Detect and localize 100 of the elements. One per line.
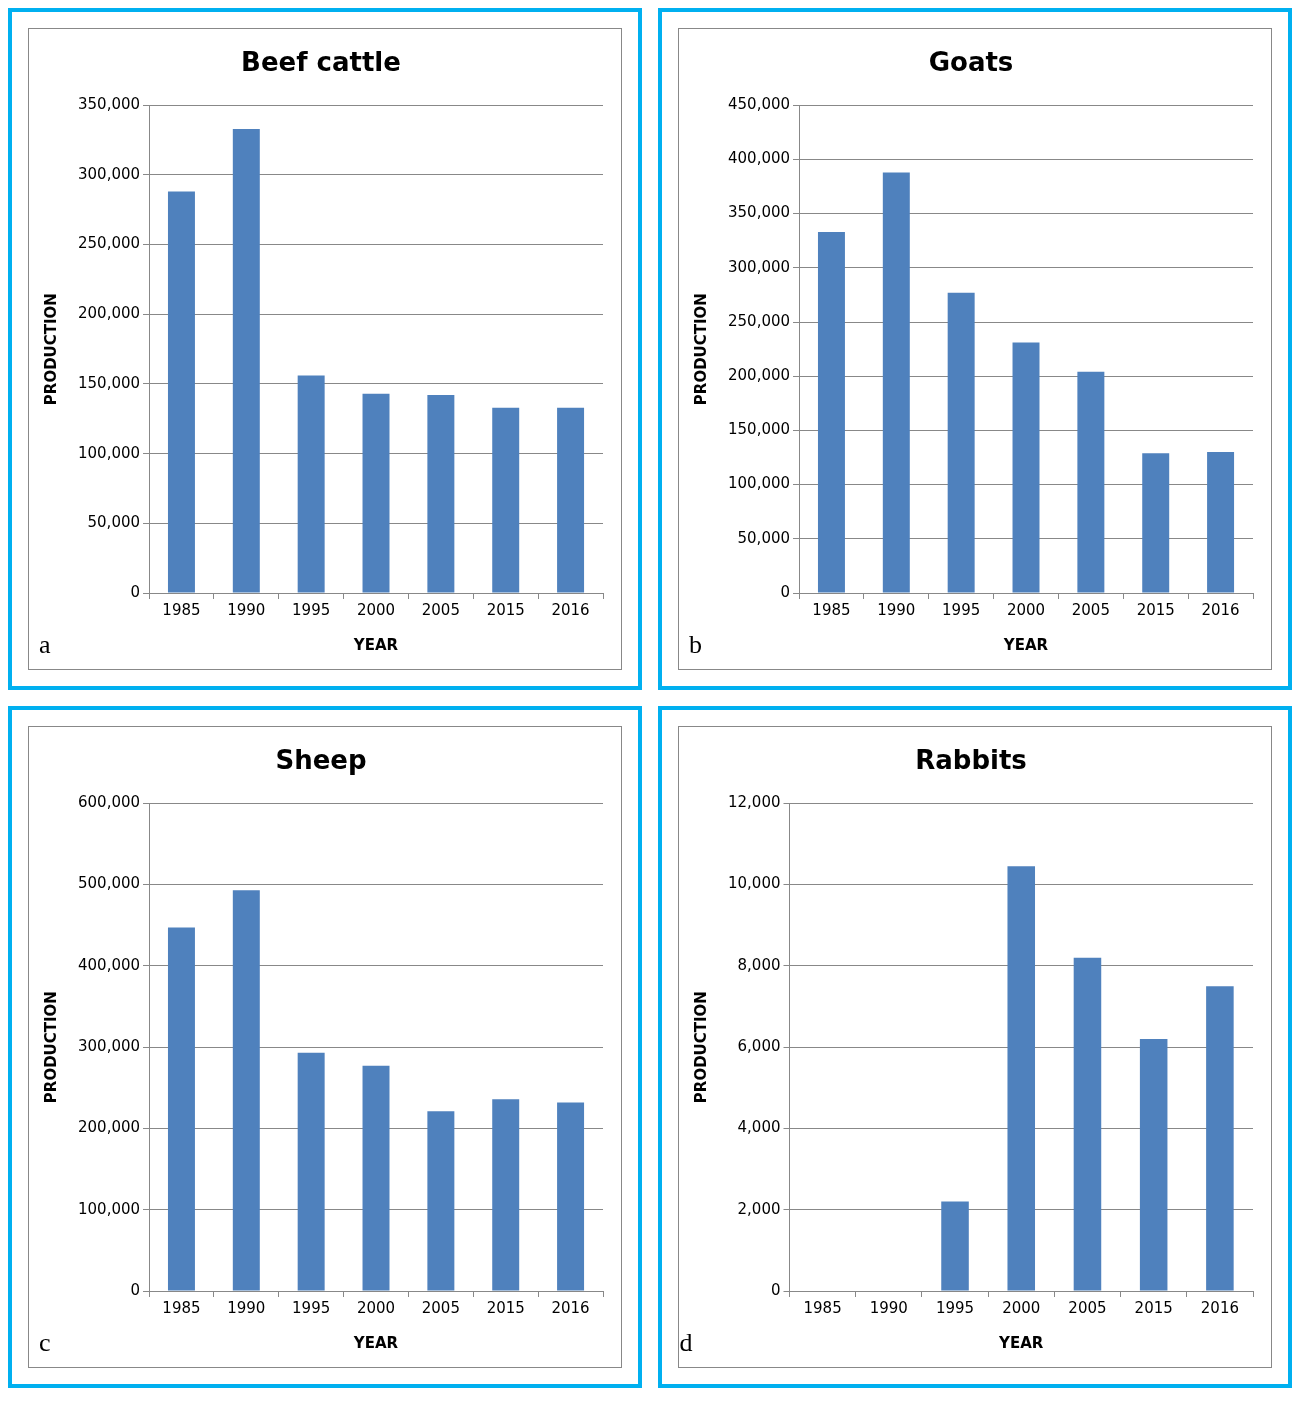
x-axis-title: YEAR [352, 1333, 399, 1352]
x-tick-label: 1995 [292, 1298, 331, 1317]
bar [232, 128, 260, 593]
y-axis-title: PRODUCTION [41, 293, 60, 406]
text: c [39, 1328, 51, 1357]
bar [1206, 986, 1234, 1291]
y-tick-label: 50,000 [87, 513, 141, 532]
bar [492, 407, 520, 593]
y-tick-label: 400,000 [78, 955, 141, 974]
y-axis-title: PRODUCTION [691, 293, 710, 406]
bar [1139, 1038, 1168, 1291]
x-tick-label: 1990 [227, 600, 266, 619]
x-tick-label: 2016 [1201, 600, 1240, 619]
x-tick-label: 1995 [292, 600, 331, 619]
y-tick-label: 200,000 [78, 304, 141, 323]
x-tick-label: 2005 [421, 1298, 460, 1317]
y-tick-label: 50,000 [737, 528, 791, 547]
bar [557, 1102, 585, 1291]
y-tick-label: 12,000 [727, 793, 781, 812]
x-tick-label: 2015 [486, 1298, 525, 1317]
x-tick-label: 2000 [356, 1298, 396, 1317]
x-axis-title: YEAR [998, 1333, 1044, 1352]
y-tick-label: 200,000 [78, 1118, 141, 1137]
x-tick-label: 1995 [942, 600, 981, 619]
x-tick-label: 2000 [1002, 1298, 1041, 1317]
bar [941, 1201, 969, 1291]
x-tick-label: 1990 [877, 600, 916, 619]
y-tick-label: 250,000 [78, 234, 141, 253]
chart-title: Sheep [275, 745, 367, 776]
y-tick-label: 450,000 [728, 95, 791, 114]
y-tick-label: 150,000 [728, 420, 791, 439]
bar [1073, 957, 1102, 1291]
text: d [679, 1328, 693, 1357]
x-tick-label: 2005 [421, 600, 460, 619]
x-tick-label: 1995 [935, 1298, 975, 1317]
x-tick-label: 1985 [803, 1298, 842, 1317]
bar [362, 1065, 390, 1291]
y-tick-label: 100,000 [78, 443, 141, 462]
text: b [689, 630, 703, 659]
text: a [39, 630, 52, 659]
y-tick-label: 0 [780, 582, 791, 601]
bar [297, 375, 325, 593]
y-tick-label: 500,000 [78, 874, 141, 893]
x-tick-label: 2016 [551, 600, 590, 619]
y-tick-label: 150,000 [78, 373, 141, 392]
y-tick-label: 300,000 [78, 164, 141, 183]
chart-title: Rabbits [915, 745, 1027, 776]
bar [362, 393, 390, 593]
x-tick-label: 2016 [551, 1298, 590, 1317]
bar [947, 292, 975, 593]
y-tick-label: 300,000 [728, 257, 791, 276]
bar [1207, 452, 1235, 593]
bar [167, 191, 195, 593]
chart-title: Goats [928, 47, 1014, 78]
x-tick-label: 2005 [1071, 600, 1110, 619]
bar [557, 407, 585, 593]
x-tick-label: 1990 [869, 1298, 908, 1317]
x-tick-label: 2015 [1134, 1298, 1173, 1317]
y-tick-label: 8,000 [737, 955, 781, 974]
bar [817, 232, 845, 593]
x-tick-label: 2000 [1006, 600, 1046, 619]
bar [232, 890, 260, 1291]
bar [492, 1099, 520, 1291]
x-tick-label: 2005 [1068, 1298, 1107, 1317]
bar [427, 1111, 455, 1291]
x-tick-label: 1985 [162, 600, 201, 619]
y-tick-label: 2,000 [737, 1199, 781, 1218]
x-tick-label: 1985 [812, 600, 851, 619]
chart-title: Beef cattle [241, 47, 401, 78]
x-axis-title: YEAR [1002, 635, 1049, 654]
y-tick-label: 200,000 [728, 366, 791, 385]
y-axis-title: PRODUCTION [691, 991, 710, 1104]
y-tick-label: 400,000 [728, 149, 791, 168]
bar [167, 927, 195, 1291]
y-tick-label: 0 [130, 1280, 141, 1299]
y-tick-label: 250,000 [728, 311, 791, 330]
y-tick-label: 350,000 [728, 203, 791, 222]
x-tick-label: 2015 [486, 600, 525, 619]
y-tick-label: 100,000 [728, 474, 791, 493]
x-tick-label: 2015 [1136, 600, 1175, 619]
x-tick-label: 1985 [162, 1298, 201, 1317]
bar [1012, 342, 1040, 593]
y-axis-title: PRODUCTION [41, 991, 60, 1104]
x-axis-title: YEAR [352, 635, 399, 654]
y-tick-label: 4,000 [737, 1118, 781, 1137]
bar [1007, 866, 1036, 1291]
y-tick-label: 100,000 [78, 1199, 141, 1218]
y-tick-label: 0 [770, 1280, 781, 1299]
y-tick-label: 300,000 [78, 1036, 141, 1055]
bar [297, 1052, 325, 1291]
bar [882, 172, 910, 593]
y-tick-label: 6,000 [737, 1036, 781, 1055]
y-tick-label: 600,000 [78, 793, 141, 812]
bar [1142, 453, 1170, 593]
y-tick-label: 10,000 [727, 874, 781, 893]
y-tick-label: 0 [130, 582, 141, 601]
x-tick-label: 1990 [227, 1298, 266, 1317]
x-tick-label: 2000 [356, 600, 396, 619]
bar [427, 395, 455, 593]
y-tick-label: 350,000 [78, 95, 141, 114]
